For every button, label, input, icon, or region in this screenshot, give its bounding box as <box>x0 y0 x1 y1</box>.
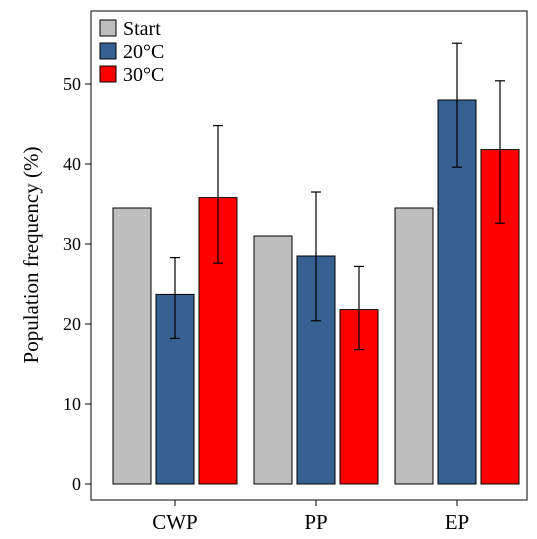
legend-swatch <box>99 42 117 60</box>
x-axis: CWP PP EP <box>152 500 469 534</box>
bar-pp-0 <box>253 235 293 485</box>
x-tick-label: EP <box>445 510 470 534</box>
legend-label: Start <box>123 18 161 40</box>
plot-frame <box>90 10 528 501</box>
legend-swatch <box>99 65 117 83</box>
y-tick-label: 40 <box>63 154 81 174</box>
y-axis-label: Population frequency (%) <box>19 147 43 364</box>
bar-ep-0 <box>394 207 434 485</box>
y-tick-label: 30 <box>63 234 81 254</box>
bar-cwp-0 <box>112 207 152 485</box>
x-tick-label: PP <box>304 510 327 534</box>
y-tick-label: 20 <box>63 314 81 334</box>
error-bars <box>170 42 505 351</box>
y-tick-label: 10 <box>63 394 81 414</box>
legend-label: 20°C <box>123 41 164 63</box>
x-tick-label: CWP <box>152 510 198 534</box>
y-tick-label: 0 <box>72 474 81 494</box>
legend-label: 30°C <box>123 64 164 86</box>
y-tick-label: 50 <box>63 74 81 94</box>
y-axis: 0 10 20 30 40 50 <box>63 74 91 494</box>
legend-swatch <box>99 19 117 37</box>
